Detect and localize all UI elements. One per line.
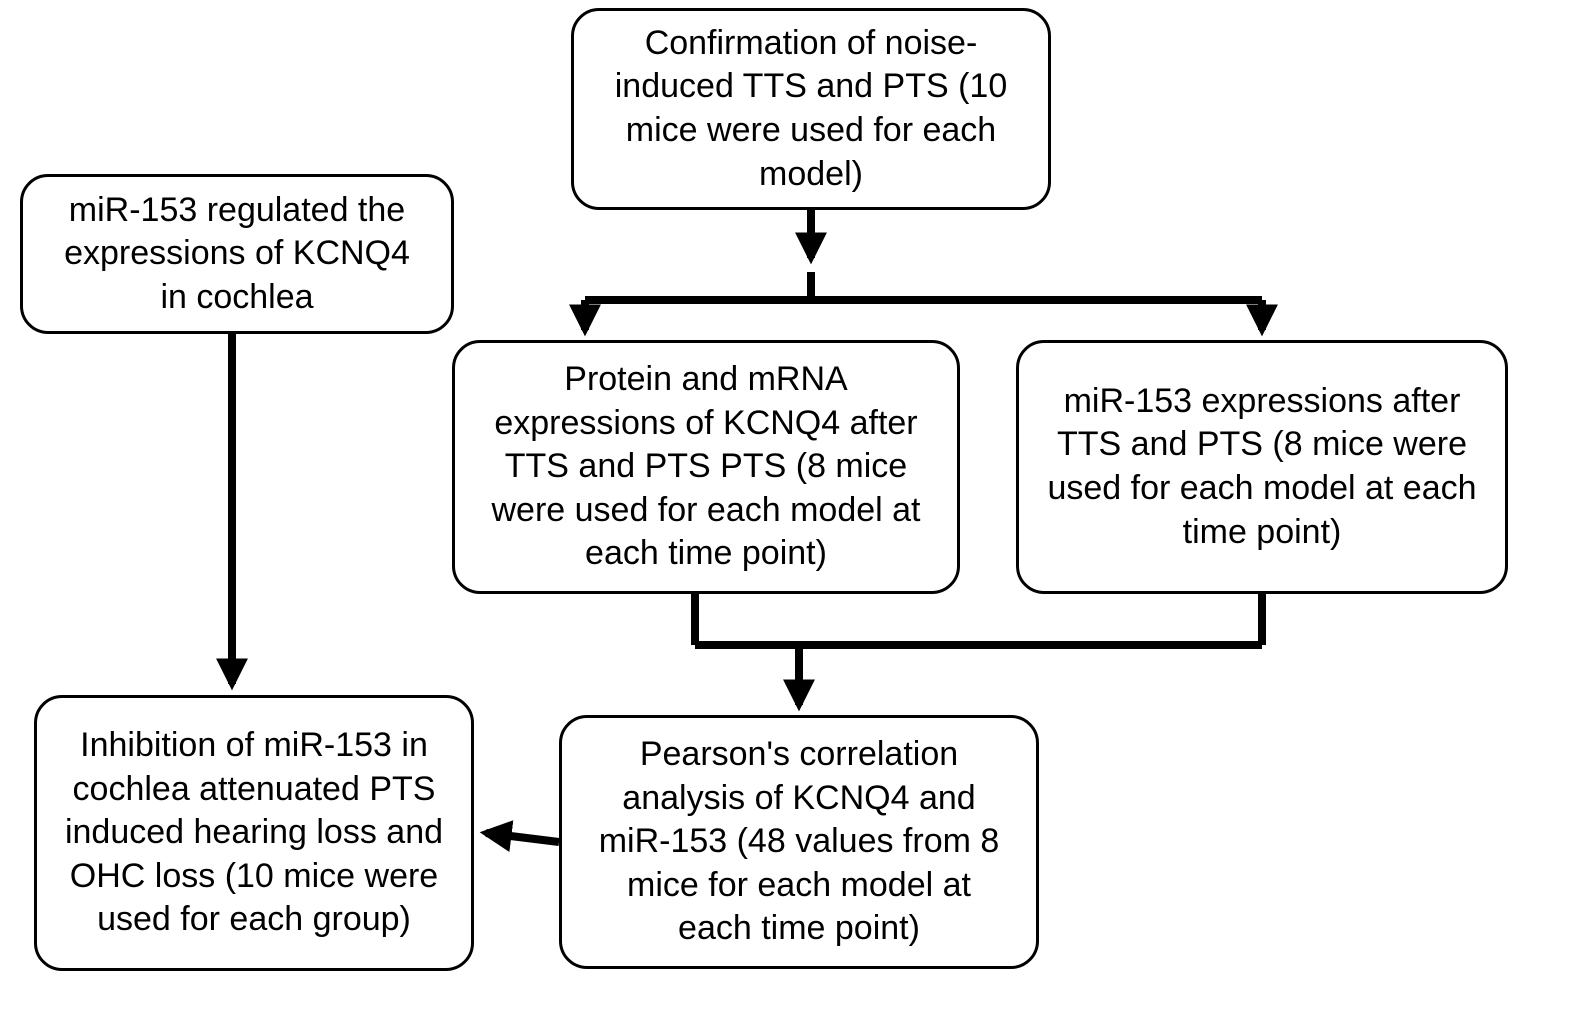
flow-node-confirmation: Confirmation of noise-induced TTS and PT…	[571, 8, 1051, 210]
flow-node-pearson: Pearson's correlation analysis of KCNQ4 …	[559, 715, 1039, 969]
flow-node-mir153-regulated: miR-153 regulated the expressions of KCN…	[20, 174, 454, 334]
flow-node-inhibition: Inhibition of miR-153 in cochlea attenua…	[34, 695, 474, 971]
flow-node-protein-mrna: Protein and mRNA expressions of KCNQ4 af…	[452, 340, 960, 594]
node-text: Confirmation of noise-induced TTS and PT…	[598, 22, 1024, 196]
node-text: miR-153 expressions after TTS and PTS (8…	[1043, 380, 1481, 554]
node-text: Pearson's correlation analysis of KCNQ4 …	[586, 733, 1012, 951]
node-text: miR-153 regulated the expressions of KCN…	[47, 189, 427, 320]
flow-node-mir153-expressions: miR-153 expressions after TTS and PTS (8…	[1016, 340, 1508, 594]
node-text: Inhibition of miR-153 in cochlea attenua…	[61, 724, 447, 942]
node-text: Protein and mRNA expressions of KCNQ4 af…	[479, 358, 933, 576]
